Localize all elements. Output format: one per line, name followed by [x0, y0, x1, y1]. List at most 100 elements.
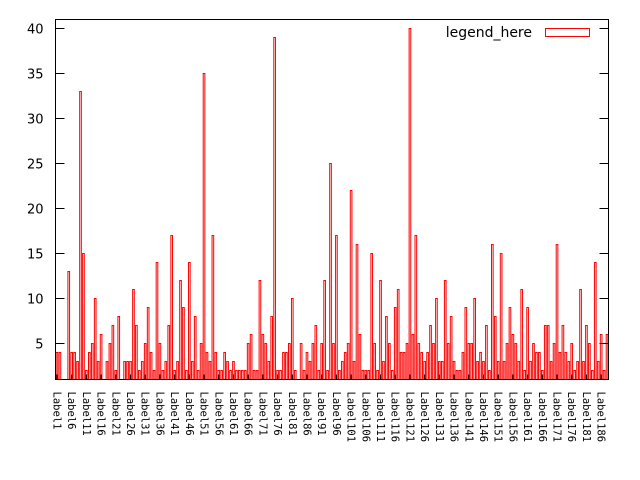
- bar: [114, 370, 118, 380]
- bar: [411, 334, 415, 380]
- bar: [373, 343, 376, 380]
- bar: [243, 370, 247, 380]
- bar: [143, 343, 147, 380]
- x-axis: Label1 Label6 Label11 Label16 Label21 Label26…: [50, 374, 607, 443]
- bar: [323, 280, 326, 380]
- x-tick-label: Label121: [403, 392, 415, 443]
- bar: [73, 352, 76, 380]
- bar: [111, 325, 115, 380]
- x-tick-label: Label106: [359, 392, 371, 443]
- bar: [67, 271, 71, 380]
- bar: [240, 370, 244, 380]
- bar: [455, 370, 459, 380]
- bar: [320, 343, 324, 380]
- bar: [511, 334, 515, 380]
- bar: [473, 298, 476, 380]
- bar: [352, 361, 356, 380]
- bar: [355, 244, 359, 380]
- bar: [149, 352, 153, 380]
- y-tick-label: 40: [27, 23, 44, 38]
- bar: [488, 370, 491, 380]
- x-tick-label: Label91: [315, 392, 327, 436]
- bar: [185, 370, 188, 380]
- bar: [605, 334, 609, 380]
- bar: [573, 370, 576, 380]
- bar: [182, 307, 185, 380]
- x-tick-label: Label56: [212, 392, 224, 436]
- x-tick-label: Label146: [477, 392, 489, 443]
- bar: [446, 343, 450, 380]
- bar: [493, 316, 497, 380]
- bar: [552, 343, 556, 380]
- bar: [90, 343, 94, 380]
- bar: [567, 361, 571, 380]
- bar: [476, 361, 479, 380]
- bar: [146, 307, 150, 380]
- bar: [408, 28, 412, 380]
- bar: [317, 370, 321, 380]
- bar: [564, 352, 568, 380]
- bar: [579, 289, 582, 380]
- bar: [414, 235, 418, 380]
- bar: [123, 361, 126, 380]
- x-tick-label: Label31: [139, 392, 151, 436]
- bar: [452, 361, 456, 380]
- y-tick-label: 30: [27, 113, 44, 128]
- legend: legend_here: [446, 25, 590, 41]
- bar: [423, 361, 426, 380]
- bar: [223, 352, 226, 380]
- bar: [188, 262, 191, 380]
- bar: [235, 370, 238, 380]
- legend-swatch: [545, 28, 590, 37]
- bar: [152, 370, 156, 380]
- bar: [558, 352, 562, 380]
- bar: [458, 370, 462, 380]
- bar: [117, 316, 121, 380]
- bar: [279, 370, 282, 380]
- bar: [288, 343, 291, 380]
- bar: [208, 361, 212, 380]
- bar: [376, 370, 379, 380]
- bar: [217, 370, 221, 380]
- x-tick-label: Label36: [153, 392, 165, 436]
- bar: [393, 307, 397, 380]
- bar: [276, 370, 279, 380]
- x-tick-label: Label26: [124, 392, 136, 436]
- bar: [314, 325, 318, 380]
- bar: [167, 325, 171, 380]
- y-tick-label: 10: [27, 293, 44, 308]
- bar: [335, 235, 338, 380]
- bar: [164, 361, 168, 380]
- x-tick-label: Label166: [536, 392, 548, 443]
- bars-group: [55, 28, 609, 380]
- x-tick-label: Label171: [551, 392, 563, 443]
- x-tick-label: Label6: [65, 392, 77, 430]
- bar: [261, 334, 265, 380]
- bar: [132, 289, 135, 380]
- bar: [538, 352, 541, 380]
- bar: [161, 370, 165, 380]
- bar: [246, 343, 250, 380]
- bar: [432, 343, 435, 380]
- bar: [202, 73, 206, 380]
- bar: [438, 361, 441, 380]
- bar: [285, 352, 288, 380]
- bar: [302, 370, 306, 380]
- x-tick-label: Label1: [50, 392, 62, 430]
- bar: [267, 361, 271, 380]
- bar: [214, 352, 218, 380]
- bar: [561, 325, 565, 380]
- bar: [482, 361, 485, 380]
- bar: [338, 370, 341, 380]
- bar: [96, 361, 100, 380]
- bar: [99, 334, 103, 380]
- bar: [226, 361, 229, 380]
- bar: [199, 343, 203, 380]
- bar: [435, 298, 438, 380]
- bar: [514, 343, 518, 380]
- bar: [88, 352, 91, 380]
- bar: [461, 352, 465, 380]
- bar: [270, 316, 274, 380]
- x-tick-label: Label51: [198, 392, 210, 436]
- bar: [343, 352, 347, 380]
